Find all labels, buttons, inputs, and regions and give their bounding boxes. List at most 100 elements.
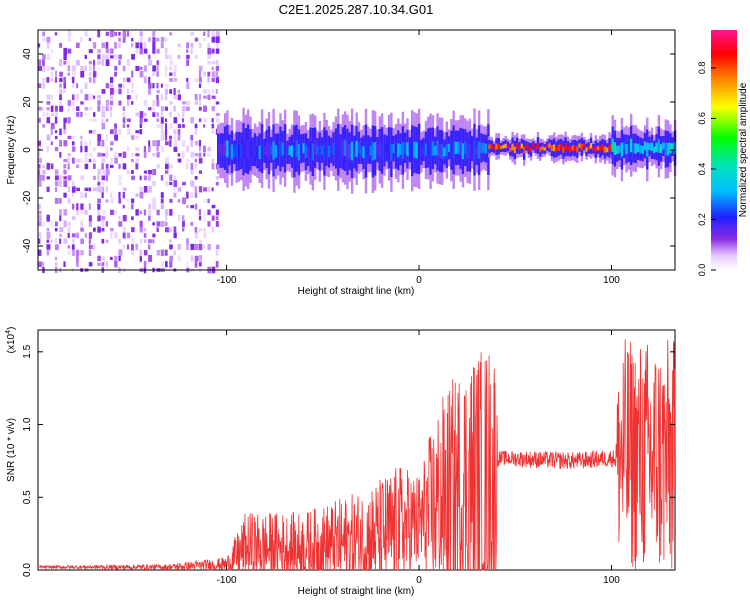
spectrogram-cell: [177, 134, 181, 141]
spectrogram-cell: [173, 105, 176, 112]
spectrogram-cell: [466, 145, 469, 159]
spectrogram-cell: [198, 243, 203, 251]
spectrogram-cell: [473, 140, 476, 159]
spectrogram-cell: [97, 198, 101, 204]
spectrogram-cell: [203, 153, 206, 157]
spectrogram-cell: [118, 191, 121, 199]
spectrogram-cell: [143, 209, 146, 216]
spectrogram-cell: [143, 250, 148, 256]
spectrogram-cell: [80, 140, 83, 146]
spectrogram-cell: [207, 54, 211, 59]
spectrogram-cell: [198, 118, 202, 123]
spectrogram-cell: [50, 239, 53, 243]
spectrogram-cell: [203, 199, 207, 203]
spectrogram-cell: [177, 129, 181, 135]
spectrogram-cell: [148, 185, 152, 193]
spectrogram-cell: [169, 198, 173, 203]
spectrogram-cell: [42, 112, 46, 117]
spectrogram-cell: [307, 147, 310, 158]
spectrogram-cell: [126, 146, 130, 152]
spectrogram-cell: [190, 151, 195, 158]
spectrogram-cell: [404, 142, 407, 154]
spectrogram-cell: [118, 238, 121, 244]
spectrogram-cell: [59, 152, 62, 158]
spectrogram-cell: [54, 186, 58, 192]
spectrogram-cell: [215, 216, 219, 221]
spectrogram-cell: [88, 153, 93, 157]
spectrogram-cell: [101, 158, 105, 163]
spectrogram-cell: [177, 244, 181, 250]
spectrogram-cell: [67, 232, 70, 238]
spectrogram-cell: [118, 128, 122, 135]
spectrogram-cell: [599, 146, 602, 153]
spectrogram-cell: [54, 256, 58, 261]
spectrogram-cell: [110, 209, 114, 216]
spectrogram-cell: [139, 124, 143, 129]
spectrogram-cell: [80, 203, 84, 210]
spectrogram-cell: [63, 140, 68, 147]
spectrogram-cell: [122, 106, 126, 111]
spectrogram-cell: [380, 142, 384, 159]
spectrogram-cell: [67, 157, 70, 164]
spectrogram-cell: [88, 38, 92, 42]
spectrogram-cell: [67, 163, 70, 170]
spectrogram-cell: [353, 146, 356, 158]
spectrogram-cell: [585, 147, 588, 152]
spectrogram-cell: [427, 141, 430, 155]
spectrogram-cell: [88, 249, 92, 256]
spectrogram-cell: [211, 129, 214, 134]
spectrogram-cell: [475, 146, 478, 156]
spectrogram-cell: [160, 198, 164, 204]
spectrogram-cell: [71, 203, 75, 210]
spectrogram-cell: [367, 144, 370, 155]
spectrogram-cell: [464, 141, 467, 154]
spectrogram-cell: [233, 148, 236, 157]
spectrogram-cell: [198, 100, 202, 106]
spectrogram-cell: [122, 204, 125, 209]
spectrogram-cell: [135, 147, 140, 151]
spectrogram-cell: [666, 142, 670, 156]
spectrogram-cell: [67, 105, 71, 112]
spectrogram-cell: [122, 187, 127, 191]
spectrogram-cell: [198, 70, 202, 78]
spectrogram-cell: [93, 129, 97, 135]
spectrogram-cells: [38, 30, 677, 274]
spectrogram-cell: [88, 187, 92, 192]
spectrogram-cell: [59, 233, 62, 238]
spectrogram-cell: [88, 60, 93, 65]
spectrogram-cell: [110, 83, 114, 88]
spectrogram-cell: [131, 238, 135, 245]
spectrogram-cell: [63, 238, 68, 244]
spectrogram-cell: [190, 134, 194, 141]
spectrogram-cell: [165, 141, 169, 146]
spectrogram-cell: [46, 186, 50, 193]
spectrogram-cell: [152, 65, 156, 72]
spectrogram-cell: [182, 227, 185, 232]
spectrogram-cell: [616, 145, 619, 155]
spectrogram-cell: [339, 145, 342, 157]
spectrogram-cell: [131, 216, 134, 221]
spectrogram-cell: [93, 118, 97, 122]
spectrogram-cell: [215, 249, 219, 256]
spectrogram-cell: [97, 134, 102, 141]
spectrogram-cell: [101, 256, 105, 261]
x-tick-label: -100: [217, 275, 237, 286]
spectrogram-cell: [194, 37, 199, 42]
spectrogram-cell: [211, 118, 214, 123]
spectrogram-cell: [135, 153, 140, 157]
spectrogram-cell: [203, 245, 206, 249]
spectrogram-cell: [447, 143, 451, 152]
spectrogram-cell: [160, 221, 165, 227]
spectrogram-cell: [88, 65, 92, 71]
spectrogram-cell: [84, 31, 88, 37]
spectrogram-cell: [139, 31, 143, 37]
spectrogram-cell: [42, 164, 45, 169]
spectrogram-cell: [267, 141, 271, 159]
snr-series-line: [37, 339, 676, 572]
spectrogram-cell: [203, 31, 206, 36]
spectrogram-cell: [194, 123, 198, 129]
spectrogram-cell: [165, 181, 169, 187]
spectrogram-cell: [198, 42, 202, 48]
spectrogram-cell: [135, 48, 139, 54]
colorbar-tick-label: 0.2: [697, 213, 707, 226]
